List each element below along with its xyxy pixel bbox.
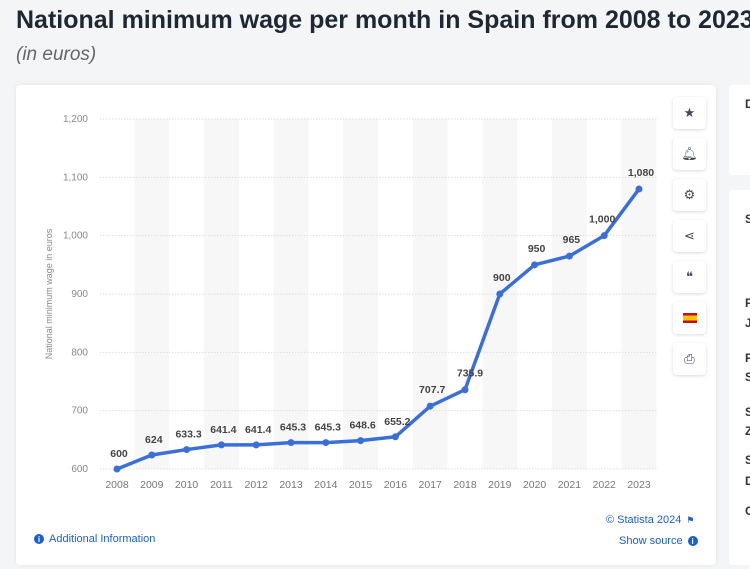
y-tick-label: 900 bbox=[71, 289, 88, 300]
data-point bbox=[635, 185, 643, 193]
side-panel-text: D bbox=[745, 97, 750, 111]
data-point bbox=[357, 437, 365, 445]
quote-button[interactable]: ❝ bbox=[673, 261, 706, 293]
data-label: 950 bbox=[528, 243, 546, 255]
print-button[interactable]: ⎙ bbox=[673, 343, 706, 375]
data-point bbox=[287, 439, 295, 447]
side-panel-text: D bbox=[745, 474, 750, 488]
data-label: 648.6 bbox=[349, 420, 375, 432]
side-panel-text: S bbox=[745, 405, 750, 419]
x-tick-label: 2020 bbox=[523, 479, 547, 491]
data-label: 641.4 bbox=[245, 424, 271, 436]
x-tick-label: 2019 bbox=[488, 479, 512, 491]
x-tick-label: 2008 bbox=[105, 479, 129, 491]
info-icon: i bbox=[34, 534, 44, 544]
quote-icon: ❝ bbox=[686, 269, 693, 284]
statista-copyright[interactable]: © Statista 2024 ⚑ bbox=[606, 514, 694, 526]
share-button[interactable]: ⋖ bbox=[673, 220, 706, 252]
data-point bbox=[600, 232, 608, 240]
x-tick-label: 2014 bbox=[314, 479, 338, 491]
x-tick-label: 2012 bbox=[245, 479, 269, 491]
star-button[interactable]: ★ bbox=[673, 97, 706, 129]
x-tick-label: 2023 bbox=[627, 479, 651, 491]
y-axis-label: National minimum wage in euros bbox=[44, 228, 54, 359]
data-point bbox=[496, 290, 504, 298]
data-label: 707.7 bbox=[419, 384, 445, 396]
data-point bbox=[252, 441, 260, 449]
data-point bbox=[217, 441, 225, 449]
data-label: 1,000 bbox=[589, 214, 615, 226]
data-point bbox=[322, 439, 330, 447]
side-panel-text: S bbox=[745, 370, 750, 384]
x-tick-label: 2013 bbox=[279, 479, 303, 491]
data-point bbox=[426, 402, 434, 410]
data-label: 600 bbox=[110, 448, 128, 460]
data-point bbox=[531, 261, 539, 269]
data-label: 641.4 bbox=[210, 424, 236, 436]
column-stripe bbox=[621, 119, 657, 469]
x-tick-label: 2021 bbox=[558, 479, 582, 491]
column-stripe bbox=[273, 119, 309, 469]
page-title: National minimum wage per month in Spain… bbox=[16, 6, 750, 34]
side-panel-text: J bbox=[745, 316, 750, 330]
y-tick-label: 1,000 bbox=[63, 231, 88, 242]
show-source-link[interactable]: Show source i bbox=[619, 535, 698, 547]
data-label: 655.2 bbox=[384, 416, 410, 428]
column-stripe bbox=[343, 119, 378, 469]
side-panel-top bbox=[729, 85, 750, 175]
side-panel-statistics bbox=[729, 190, 750, 565]
series-line bbox=[116, 187, 641, 471]
x-tick-label: 2010 bbox=[175, 479, 199, 491]
data-label: 1,080 bbox=[628, 167, 654, 179]
y-tick-label: 1,100 bbox=[63, 172, 88, 183]
spain-flag-icon bbox=[682, 313, 697, 323]
side-panel-text: F bbox=[745, 351, 750, 365]
side-panel-text: Z bbox=[745, 424, 750, 438]
data-point bbox=[183, 446, 191, 454]
data-label: 645.3 bbox=[280, 422, 306, 434]
x-tick-label: 2016 bbox=[384, 479, 408, 491]
data-point bbox=[113, 465, 121, 473]
y-tick-label: 1,200 bbox=[63, 114, 88, 125]
x-tick-label: 2017 bbox=[419, 479, 443, 491]
y-tick-label: 800 bbox=[71, 347, 88, 358]
gear-icon: ⚙ bbox=[683, 187, 696, 202]
data-point bbox=[148, 451, 156, 459]
data-label: 624 bbox=[145, 434, 163, 446]
x-tick-label: 2022 bbox=[593, 479, 617, 491]
x-tick-label: 2015 bbox=[349, 479, 373, 491]
additional-information-link[interactable]: i Additional Information bbox=[34, 533, 155, 545]
data-point bbox=[461, 386, 469, 394]
bell-icon: 🔔︎ bbox=[681, 146, 698, 161]
side-panel-text: C bbox=[745, 504, 750, 518]
data-label: 965 bbox=[563, 234, 581, 246]
print-icon: ⎙ bbox=[684, 351, 695, 366]
flag-icon: ⚑ bbox=[686, 514, 695, 525]
side-panel-text: S bbox=[745, 212, 750, 226]
data-label: 645.3 bbox=[315, 422, 341, 434]
x-tick-label: 2009 bbox=[140, 479, 164, 491]
side-panel-text: F bbox=[745, 296, 750, 310]
gear-button[interactable]: ⚙ bbox=[673, 179, 706, 211]
star-icon: ★ bbox=[683, 105, 696, 120]
bell-button[interactable]: 🔔︎ bbox=[673, 138, 706, 170]
show-source-label: Show source bbox=[619, 535, 683, 547]
data-label: 735.9 bbox=[457, 368, 483, 380]
y-tick-label: 600 bbox=[71, 464, 88, 475]
data-label: 633.3 bbox=[175, 429, 201, 441]
share-icon: ⋖ bbox=[684, 228, 695, 243]
data-point bbox=[391, 433, 399, 441]
info-icon: i bbox=[687, 536, 698, 546]
copyright-text: © Statista 2024 bbox=[606, 514, 682, 526]
x-tick-label: 2018 bbox=[453, 479, 477, 491]
x-tick-label: 2011 bbox=[210, 479, 233, 491]
additional-information-label: Additional Information bbox=[49, 533, 156, 545]
y-tick-label: 700 bbox=[71, 406, 88, 417]
data-label: 900 bbox=[493, 272, 511, 284]
subtitle: (in euros) bbox=[16, 44, 97, 65]
side-panel-text: S bbox=[745, 453, 750, 467]
spain-flag-button[interactable] bbox=[673, 302, 706, 334]
data-point bbox=[565, 252, 573, 260]
